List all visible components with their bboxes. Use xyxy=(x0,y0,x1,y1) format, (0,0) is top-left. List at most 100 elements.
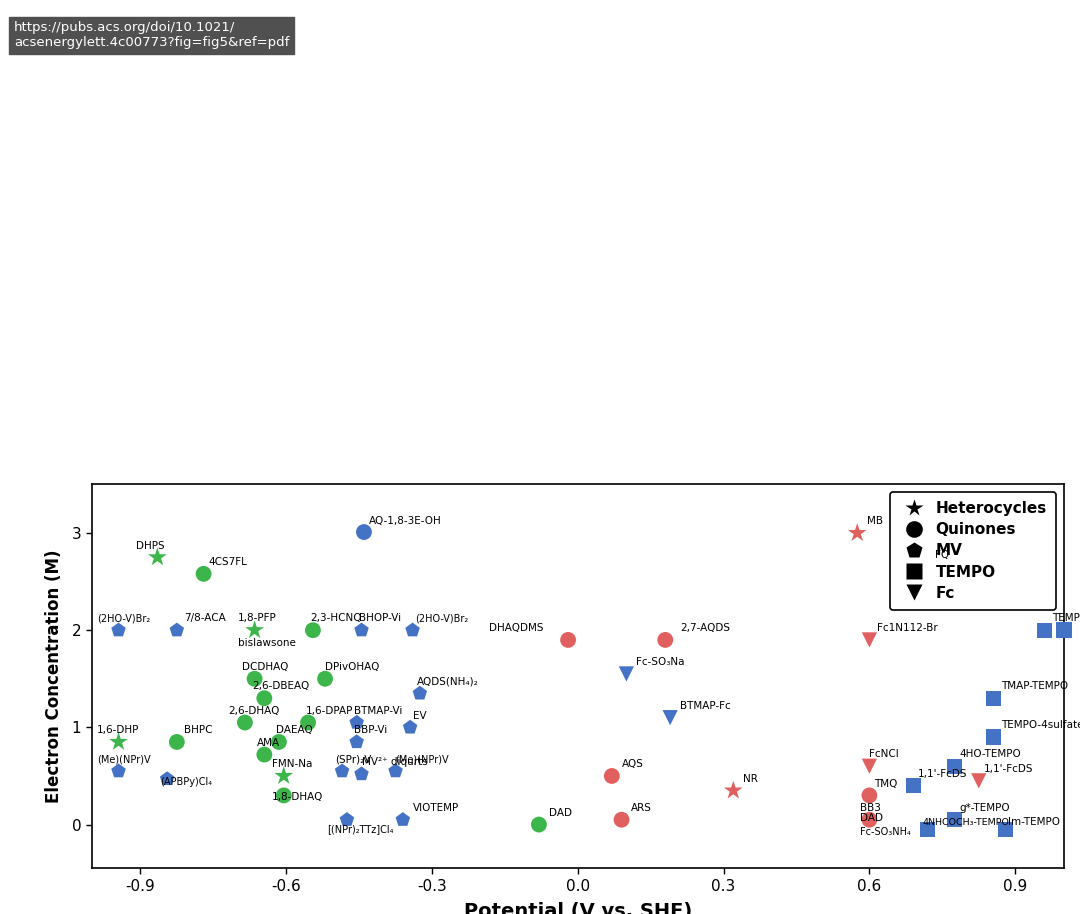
Text: FMN-Na: FMN-Na xyxy=(271,760,312,770)
Point xyxy=(110,764,127,779)
Point xyxy=(334,764,351,779)
Text: MV²⁺ diqurts: MV²⁺ diqurts xyxy=(362,757,428,767)
Point xyxy=(316,672,334,686)
Text: g*-TEMPO: g*-TEMPO xyxy=(959,802,1010,813)
Text: https://pubs.acs.org/doi/10.1021/
acsenergylett.4c00773?fig=fig5&ref=pdf: https://pubs.acs.org/doi/10.1021/ acsene… xyxy=(14,21,289,49)
Text: FQ: FQ xyxy=(935,550,949,560)
Text: FcNCl: FcNCl xyxy=(869,749,900,760)
Point xyxy=(305,622,322,637)
Text: EV: EV xyxy=(413,710,427,720)
Text: (2HO-V)Br₂: (2HO-V)Br₂ xyxy=(415,613,469,623)
Point xyxy=(275,788,293,802)
Text: AQ-1,8-3E-OH: AQ-1,8-3E-OH xyxy=(368,516,442,526)
Text: 1,6-DHP: 1,6-DHP xyxy=(96,725,139,735)
Point xyxy=(861,813,878,827)
Point xyxy=(402,720,419,735)
Point xyxy=(411,686,429,701)
Text: bislawsone: bislawsone xyxy=(238,638,296,648)
Text: Fc-SO₃Na: Fc-SO₃Na xyxy=(636,657,685,667)
Text: 4HO-TEMPO: 4HO-TEMPO xyxy=(959,749,1021,760)
Point xyxy=(919,559,936,574)
Point xyxy=(168,735,186,749)
Text: TEMPMA: TEMPMA xyxy=(1052,613,1080,623)
Point xyxy=(348,716,365,730)
Text: VIOTEMP: VIOTEMP xyxy=(413,802,459,813)
Text: DAD: DAD xyxy=(860,813,882,823)
Text: BTMAP-Fc: BTMAP-Fc xyxy=(680,701,730,711)
Point xyxy=(559,632,577,647)
Text: 4CS7FL: 4CS7FL xyxy=(208,557,247,567)
Text: DCDHAQ: DCDHAQ xyxy=(242,662,288,672)
Text: AQS: AQS xyxy=(622,760,644,770)
Text: BHOP-Vi: BHOP-Vi xyxy=(359,613,402,623)
Text: DAD: DAD xyxy=(549,808,571,818)
Point xyxy=(946,813,963,827)
Text: BHPC: BHPC xyxy=(184,725,213,735)
Text: DPivOHAQ: DPivOHAQ xyxy=(325,662,379,672)
Point xyxy=(725,783,742,798)
Point xyxy=(997,822,1014,836)
Point xyxy=(985,729,1002,744)
Point xyxy=(353,622,370,637)
Point xyxy=(110,622,127,637)
Text: DAEAQ: DAEAQ xyxy=(276,725,313,735)
Point xyxy=(861,632,878,647)
Text: 1,1'-FcDS: 1,1'-FcDS xyxy=(984,764,1034,774)
Text: NR: NR xyxy=(743,774,758,783)
Text: (SPr)₂V: (SPr)₂V xyxy=(335,754,372,764)
Point xyxy=(1036,622,1053,637)
Point xyxy=(246,672,264,686)
Point xyxy=(861,788,878,802)
Text: [(NPr)₂TTz]Cl₄: [(NPr)₂TTz]Cl₄ xyxy=(327,824,394,834)
Point xyxy=(985,691,1002,706)
Point xyxy=(970,773,987,788)
Text: 1,1'-FcDS: 1,1'-FcDS xyxy=(918,769,968,779)
Point xyxy=(394,813,411,827)
Point xyxy=(338,813,355,827)
Text: BB3: BB3 xyxy=(860,802,880,813)
Text: ARS: ARS xyxy=(631,802,652,813)
Point xyxy=(1055,622,1072,637)
Text: AQDS(NH₄)₂: AQDS(NH₄)₂ xyxy=(417,676,480,686)
Point xyxy=(256,748,273,762)
Text: 7/8-ACA: 7/8-ACA xyxy=(184,613,226,623)
Text: (2HO-V)Br₂: (2HO-V)Br₂ xyxy=(96,613,150,623)
Y-axis label: Electron Concentration (M): Electron Concentration (M) xyxy=(45,549,64,803)
Point xyxy=(861,759,878,773)
Point xyxy=(618,666,635,681)
Point xyxy=(530,817,548,832)
Text: 4NHCOCH₃-TEMPO: 4NHCOCH₃-TEMPO xyxy=(922,817,1010,826)
Text: 1,8-DHAQ: 1,8-DHAQ xyxy=(271,792,323,802)
Text: DHPS: DHPS xyxy=(135,540,164,550)
Text: BTMAP-Vi: BTMAP-Vi xyxy=(354,706,403,716)
Point xyxy=(256,691,273,706)
Text: (Me)(NPr)V: (Me)(NPr)V xyxy=(395,754,449,764)
Text: DHAQDMS: DHAQDMS xyxy=(489,623,543,633)
Point xyxy=(387,764,404,779)
Point xyxy=(110,735,127,749)
Point xyxy=(946,759,963,773)
Text: 2,6-DHAQ: 2,6-DHAQ xyxy=(228,706,280,716)
Text: 1,6-DPAP: 1,6-DPAP xyxy=(306,706,353,716)
Point xyxy=(353,767,370,781)
Point xyxy=(613,813,631,827)
Text: Fc-SO₃NH₄: Fc-SO₃NH₄ xyxy=(860,827,910,837)
Legend: Heterocycles, Quinones, MV, TEMPO, Fc: Heterocycles, Quinones, MV, TEMPO, Fc xyxy=(890,492,1056,610)
Point xyxy=(168,622,186,637)
X-axis label: Potential (V vs. SHE): Potential (V vs. SHE) xyxy=(463,902,692,914)
Text: 2,6-DBEAQ: 2,6-DBEAQ xyxy=(252,682,310,691)
Point xyxy=(275,769,293,783)
Text: (APBPy)Cl₄: (APBPy)Cl₄ xyxy=(160,777,212,787)
Point xyxy=(299,716,316,730)
Point xyxy=(348,735,365,749)
Point xyxy=(159,771,176,786)
Point xyxy=(355,525,373,539)
Point xyxy=(603,769,620,783)
Text: Im-TEMPO: Im-TEMPO xyxy=(1008,816,1059,826)
Text: Fc1N112-Br: Fc1N112-Br xyxy=(877,623,937,633)
Point xyxy=(904,779,921,793)
Point xyxy=(919,822,936,836)
Text: 2,7-AQDS: 2,7-AQDS xyxy=(680,623,730,633)
Text: MB: MB xyxy=(867,516,883,526)
Text: AMA: AMA xyxy=(257,738,280,748)
